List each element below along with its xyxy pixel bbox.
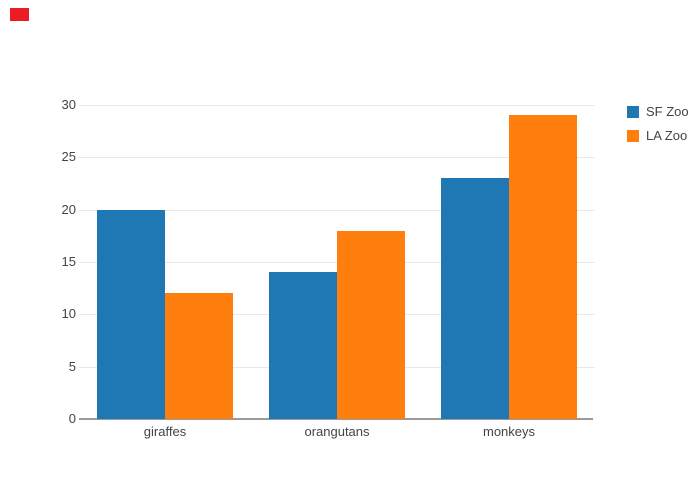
x-tick-label-monkeys: monkeys — [482, 424, 536, 439]
gridline-y-30 — [79, 105, 595, 106]
x-tick-label-giraffes: giraffes — [143, 424, 187, 439]
legend-item-la-zoo[interactable]: LA Zoo — [627, 129, 689, 142]
x-axis-zero-line — [79, 418, 593, 420]
bar-la-zoo-orangutans[interactable] — [337, 231, 405, 419]
bar-sf-zoo-monkeys[interactable] — [441, 178, 509, 419]
y-tick-label: 5 — [68, 359, 76, 374]
y-tick-label: 10 — [61, 306, 76, 321]
y-tick-label: 30 — [61, 97, 76, 112]
x-tick-label-orangutans: orangutans — [304, 424, 370, 439]
red-marker — [10, 8, 29, 21]
legend-swatch-sf-zoo — [627, 105, 639, 118]
legend-label: LA Zoo — [646, 128, 688, 143]
legend: SF Zoo LA Zoo — [627, 105, 689, 153]
legend-label: SF Zoo — [646, 104, 689, 119]
bar-sf-zoo-orangutans[interactable] — [269, 272, 337, 419]
y-tick-label: 0 — [68, 411, 76, 426]
bar-la-zoo-monkeys[interactable] — [509, 115, 577, 419]
y-tick-label: 25 — [61, 149, 76, 164]
bar-sf-zoo-giraffes[interactable] — [97, 210, 165, 419]
legend-swatch-la-zoo — [627, 129, 639, 142]
y-tick-label: 15 — [61, 254, 76, 269]
y-tick-label: 20 — [61, 202, 76, 217]
bar-la-zoo-giraffes[interactable] — [165, 293, 233, 419]
legend-item-sf-zoo[interactable]: SF Zoo — [627, 105, 689, 118]
gridline-y-25 — [79, 157, 595, 158]
gridline-y-20 — [79, 210, 595, 211]
